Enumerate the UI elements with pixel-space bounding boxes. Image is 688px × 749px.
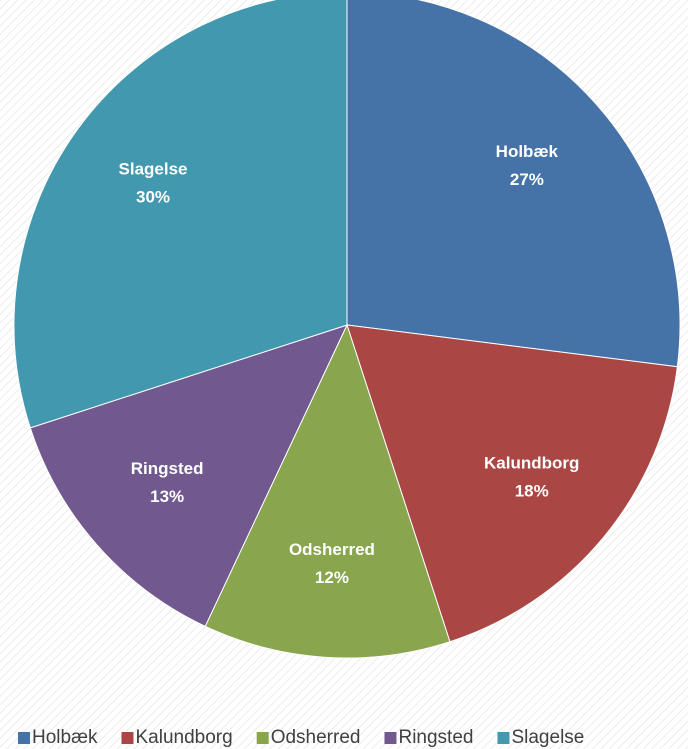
pie-slice (346, 0, 681, 368)
slice-label: Slagelse (119, 160, 188, 179)
slice-value-label: 27% (510, 170, 544, 189)
pie-slice (204, 323, 451, 659)
slice-label: Kalundborg (484, 453, 579, 472)
slice-value-label: 13% (150, 487, 184, 506)
slice-label: Ringsted (131, 459, 204, 478)
legend-label: Kalundborg (135, 727, 232, 748)
pie-slice (13, 0, 348, 429)
legend-label: Ringsted (398, 727, 473, 748)
pie-slice (346, 324, 678, 643)
legend-label: Holbæk (32, 727, 98, 748)
slice-label: Holbæk (496, 142, 559, 161)
legend-swatch (497, 732, 510, 744)
slice-value-label: 30% (136, 188, 170, 207)
pie-slice (29, 324, 348, 627)
slice-value-label: 18% (515, 481, 549, 500)
legend-swatch (256, 732, 269, 744)
slice-value-label: 12% (315, 568, 349, 587)
legend-swatch (384, 732, 397, 744)
slice-label: Odsherred (289, 540, 375, 559)
legend-label: Slagelse (511, 727, 584, 748)
legend: Holbæk Kalundborg Odsherred Ringsted Slagels… (18, 727, 584, 748)
legend-swatch (121, 732, 134, 744)
legend-label: Odsherred (271, 727, 361, 748)
pie: Holbæk 27% Kalundborg 18% Odsherred 12% Ringst… (13, 0, 681, 659)
legend-swatch (18, 732, 30, 744)
